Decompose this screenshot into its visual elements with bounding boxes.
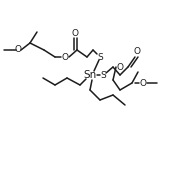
Text: Sn: Sn xyxy=(83,70,97,80)
Text: O: O xyxy=(61,52,68,61)
Text: O: O xyxy=(140,79,146,88)
Text: S: S xyxy=(97,52,103,61)
Text: O: O xyxy=(72,29,79,38)
Text: O: O xyxy=(117,62,124,71)
Text: S: S xyxy=(100,71,106,80)
Text: O: O xyxy=(14,45,21,54)
Text: O: O xyxy=(133,48,140,57)
